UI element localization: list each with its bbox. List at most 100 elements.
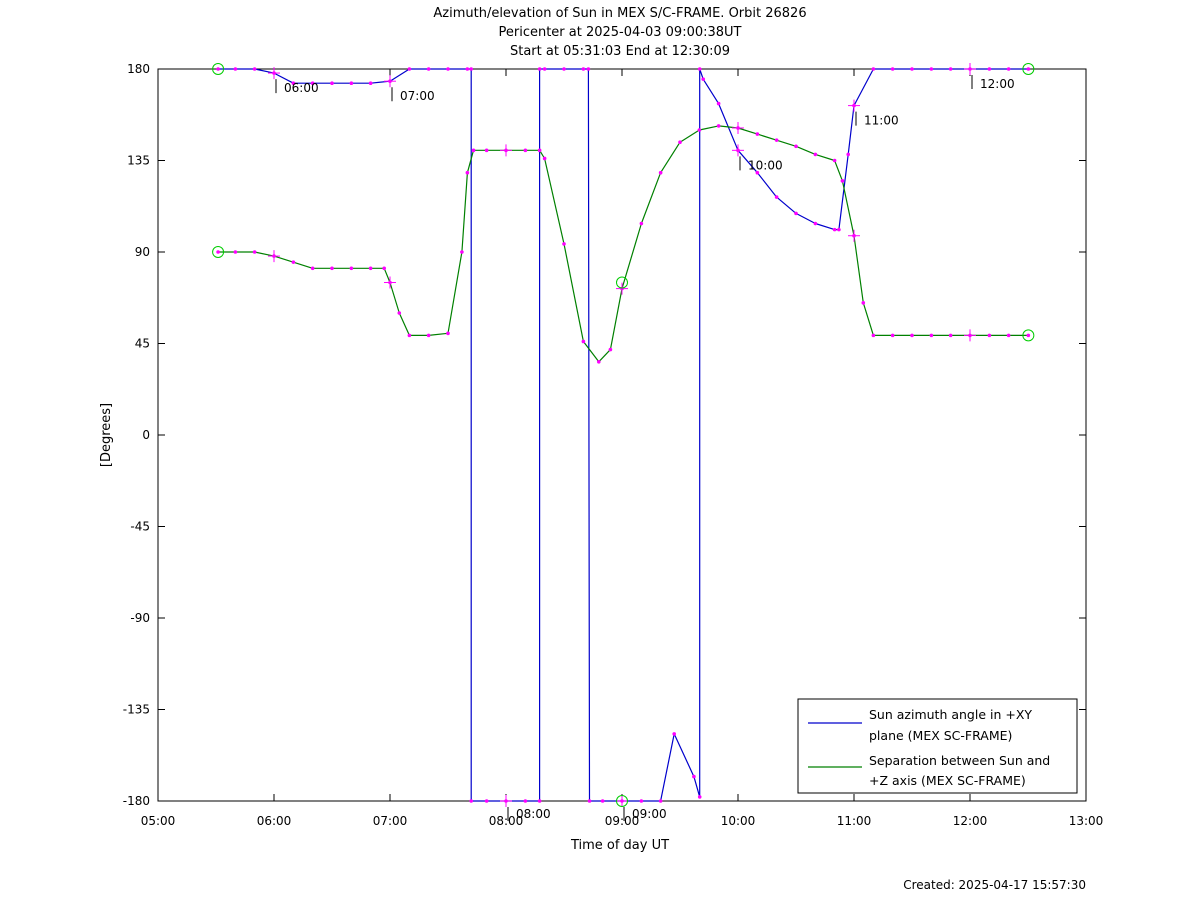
y-axis: 180 135 90 45 0 -45 -90 -135 -180 (123, 62, 1086, 808)
data-point-marker (678, 140, 682, 144)
data-point-marker (465, 170, 470, 175)
data-point-marker (586, 67, 591, 71)
data-point-marker (813, 221, 818, 226)
y-tick-label: 0 (142, 428, 150, 442)
data-point-marker (832, 227, 837, 232)
y-tick-label: 45 (135, 337, 150, 351)
data-point-marker (755, 170, 760, 175)
hour-annotation-label: 11:00 (864, 114, 899, 128)
data-point-marker (987, 333, 992, 338)
x-tick-label: 05:00 (141, 814, 176, 828)
data-point-marker (537, 67, 542, 71)
data-point-marker (1006, 333, 1011, 338)
x-tick-label: 11:00 (837, 814, 872, 828)
data-point-marker (537, 799, 542, 803)
legend-box (797, 698, 1078, 794)
data-point-marker (484, 799, 489, 803)
data-point-marker (794, 211, 798, 216)
data-point-marker (948, 333, 953, 338)
data-point-marker (608, 347, 613, 352)
data-point-marker (639, 799, 644, 803)
data-point-marker (861, 301, 866, 305)
data-point-marker (368, 81, 373, 86)
data-point-marker (597, 360, 601, 364)
created-timestamp: Created: 2025-04-17 15:57:30 (903, 878, 1086, 892)
data-point-marker (1026, 67, 1031, 71)
data-point-marker (469, 67, 474, 71)
series-layer (218, 68, 1029, 802)
hour-annotation-label: 10:00 (748, 158, 783, 172)
data-point-marker (426, 67, 431, 71)
data-point-marker (600, 799, 605, 803)
data-point-marker (349, 81, 354, 86)
data-point-marker (716, 124, 721, 128)
chart-subtitle-pericenter: Pericenter at 2025-04-03 09:00:38UT (498, 25, 741, 40)
data-point-marker (465, 67, 470, 71)
data-point-marker (794, 144, 798, 149)
y-tick-label: -180 (123, 794, 150, 808)
data-point-marker (523, 148, 528, 153)
data-point-marker (407, 333, 412, 338)
data-point-marker (910, 67, 914, 71)
data-point-marker (697, 795, 702, 799)
legend-label-azimuth-2: plane (MEX SC-FRAME) (869, 728, 1012, 743)
y-tick-label: 90 (135, 245, 150, 259)
data-point-marker (291, 260, 296, 264)
data-point-marker (929, 67, 934, 71)
data-point-marker (697, 128, 702, 132)
y-axis-label: [Degrees] (99, 403, 114, 467)
x-axis-label: Time of day UT (570, 838, 669, 853)
data-point-marker (426, 333, 431, 338)
data-point-marker (216, 67, 220, 71)
data-point-marker (581, 339, 586, 344)
data-point-marker (368, 266, 373, 271)
data-point-marker (469, 799, 474, 803)
data-point-marker (562, 242, 566, 246)
data-point-marker (910, 333, 914, 338)
x-tick-label: 10:00 (721, 814, 756, 828)
data-point-marker (446, 67, 450, 71)
x-tick-label: 12:00 (953, 814, 988, 828)
endpoint-circle (212, 63, 225, 75)
hour-annotations: 06:00 07:00 08:00 09:00 10:00 11:00 12:00 (275, 75, 1015, 821)
data-point-marker (716, 101, 721, 106)
data-point-marker (233, 250, 238, 254)
data-point-marker (639, 221, 644, 226)
endpoint-circle (212, 246, 225, 258)
data-point-marker (672, 732, 676, 736)
data-point-marker (774, 138, 779, 142)
y-tick-label: 135 (127, 154, 150, 168)
data-point-marker (701, 77, 705, 81)
data-point-marker (948, 67, 953, 71)
data-point-marker (562, 67, 566, 71)
data-point-marker (460, 250, 464, 254)
legend-label-separation-2: +Z axis (MEX SC-FRAME) (869, 773, 1026, 788)
data-point-marker (692, 774, 696, 779)
data-point-marker (291, 81, 296, 86)
data-point-marker (537, 148, 542, 153)
x-tick-label: 09:00 (605, 814, 640, 828)
data-point-marker (929, 333, 934, 338)
data-point-marker (871, 67, 876, 71)
data-point-marker (330, 81, 334, 86)
pericenter-circle (616, 276, 628, 289)
data-point-marker (1006, 67, 1011, 71)
data-point-marker (407, 67, 412, 71)
data-point-marker (233, 67, 238, 71)
endpoint-circle (1022, 329, 1035, 342)
data-point-marker (846, 152, 850, 157)
y-tick-label: 180 (127, 62, 150, 76)
data-point-marker (349, 266, 354, 271)
x-tick-label: 06:00 (257, 814, 292, 828)
azimuth-line (218, 68, 1029, 802)
hour-annotation-label: 09:00 (632, 807, 667, 821)
legend-label-azimuth-1: Sun azimuth angle in +XY (869, 707, 1032, 722)
data-point-marker (330, 266, 334, 271)
data-point-marker (542, 67, 547, 71)
data-point-marker (216, 250, 220, 254)
chart-subtitle-start-end: Start at 05:31:03 End at 12:30:09 (510, 44, 730, 59)
data-point-marker (987, 67, 992, 71)
plot-area (157, 68, 1087, 802)
data-point-marker (310, 266, 315, 271)
